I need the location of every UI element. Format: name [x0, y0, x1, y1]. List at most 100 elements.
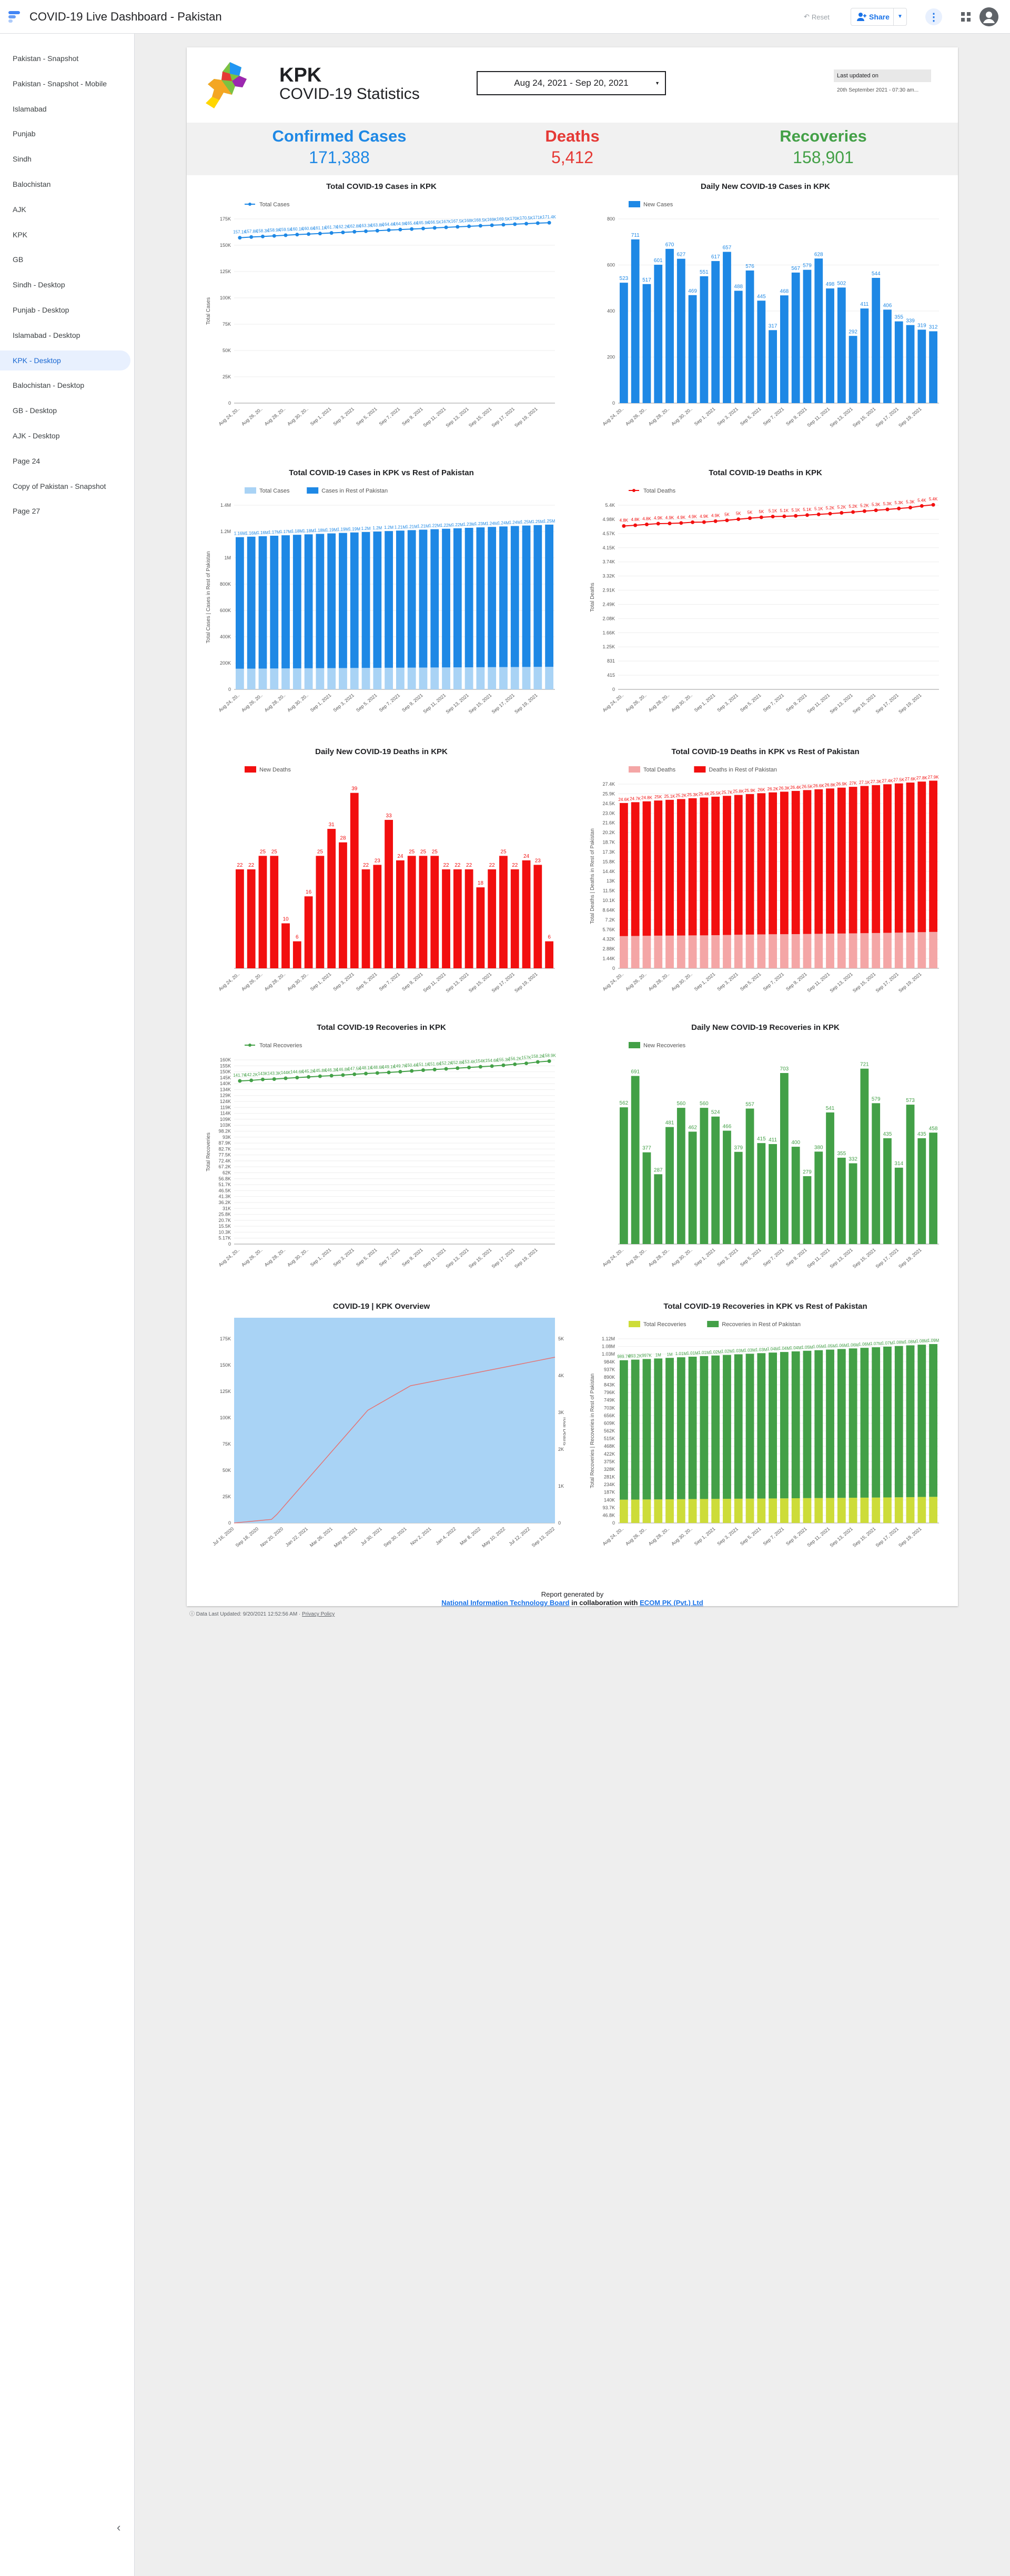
- sidebar-item[interactable]: Punjab: [13, 129, 36, 138]
- date-range-picker[interactable]: Aug 24, 2021 - Sep 20, 2021 ▼: [477, 71, 666, 95]
- bar: [361, 869, 370, 968]
- y-tick-label: 400: [607, 308, 615, 314]
- bar-segment-kpk: [654, 1499, 663, 1523]
- bar-segment-kpk: [476, 667, 485, 689]
- sidebar-item[interactable]: Pakistan - Snapshot: [13, 54, 79, 63]
- x-tick-label: Sep 5, 2021: [739, 971, 762, 992]
- sidebar-item[interactable]: Page 27: [13, 507, 41, 516]
- data-label: 1.23M: [463, 522, 475, 527]
- data-point: [352, 1072, 357, 1076]
- data-point: [862, 509, 866, 513]
- data-label: 1.21M: [395, 525, 407, 529]
- x-tick-label: Sep 19, 2021: [513, 971, 538, 994]
- bar-segment-rest: [791, 790, 800, 935]
- x-tick-label: Sep 9, 2021: [785, 693, 808, 713]
- ecom-link[interactable]: ECOM PK (Pvt.) Ltd: [640, 1599, 703, 1607]
- data-label: 25.8K: [733, 789, 744, 794]
- x-tick-label: Sep 11, 2021: [422, 1247, 447, 1269]
- sidebar-item[interactable]: KPK - Desktop: [0, 350, 130, 370]
- data-label: 5K: [759, 509, 764, 514]
- sidebar-item[interactable]: Pakistan - Snapshot - Mobile: [13, 79, 107, 88]
- sidebar-item[interactable]: AJK: [13, 205, 26, 214]
- data-label: 22: [512, 863, 518, 868]
- share-button[interactable]: Share ▼: [851, 8, 907, 26]
- bar-segment-rest: [316, 534, 325, 668]
- sidebar-item[interactable]: Islamabad - Desktop: [13, 330, 80, 339]
- sidebar-item[interactable]: Balochistan - Desktop: [13, 381, 85, 390]
- data-label: 406: [883, 303, 892, 308]
- y-tick-label: 100K: [220, 1415, 231, 1420]
- sidebar-item[interactable]: Balochistan: [13, 180, 51, 188]
- legend-label: Total Deaths: [643, 488, 676, 494]
- nitb-link[interactable]: National Information Technology Board: [441, 1599, 570, 1607]
- bar-segment-rest: [837, 1349, 846, 1498]
- y-tick-label: 75K: [223, 322, 231, 327]
- x-tick-label: Sep 15, 2021: [468, 971, 492, 994]
- x-tick-label: Sep 1, 2021: [693, 406, 716, 427]
- bar-segment-rest: [883, 1346, 892, 1498]
- data-label: 25: [317, 849, 324, 855]
- data-label: 5K: [748, 510, 753, 515]
- apps-grid-icon[interactable]: [959, 11, 972, 23]
- data-label: 1.22M: [452, 523, 464, 527]
- bar-segment-kpk: [745, 1498, 754, 1523]
- bar: [247, 869, 256, 968]
- legend-label: Total Recoveries: [643, 1321, 686, 1328]
- legend-swatch: [707, 1321, 719, 1327]
- bar: [883, 309, 892, 403]
- reset-label: Reset: [811, 13, 830, 21]
- sidebar-item[interactable]: Copy of Pakistan - Snapshot: [13, 482, 106, 490]
- account-avatar-icon[interactable]: [979, 7, 998, 26]
- sidebar-item[interactable]: Sindh: [13, 155, 32, 164]
- y-tick-label: 98.2K: [218, 1128, 231, 1134]
- bar-segment-rest: [814, 789, 823, 934]
- bar-segment-rest: [883, 784, 892, 933]
- bar-segment-kpk: [780, 1498, 789, 1523]
- sidebar-item[interactable]: KPK: [13, 230, 28, 239]
- bar-segment-kpk: [826, 1498, 834, 1523]
- data-label: 26.4K: [790, 785, 802, 790]
- sidebar-item[interactable]: AJK - Desktop: [13, 432, 60, 440]
- sidebar-item[interactable]: Page 24: [13, 456, 41, 465]
- more-options-icon[interactable]: ⋮: [925, 8, 942, 25]
- data-label: 601: [654, 258, 663, 264]
- sidebar-item[interactable]: Sindh - Desktop: [13, 280, 65, 289]
- sidebar-item[interactable]: GB - Desktop: [13, 406, 57, 415]
- data-point: [759, 515, 763, 519]
- x-tick-label: Sep 1, 2021: [693, 693, 716, 713]
- reset-button[interactable]: ↶ Reset: [799, 9, 835, 24]
- bar-segment-rest: [270, 536, 279, 669]
- data-label: 468: [780, 288, 789, 294]
- chart-recoveries-vs-rest: Total Recoveries Recoveries in Rest of Pa…: [590, 1321, 940, 1548]
- x-tick-label: Sep 13, 2021: [829, 1526, 853, 1548]
- confirmed-cases-value: 171,388: [309, 148, 370, 167]
- y-tick-label: 125K: [220, 1389, 231, 1394]
- sidebar-item[interactable]: Islamabad: [13, 104, 47, 113]
- collapse-sidebar-icon[interactable]: ‹: [117, 2521, 121, 2534]
- sidebar-item[interactable]: Punjab - Desktop: [13, 306, 69, 314]
- data-label: 993.2K: [629, 1354, 642, 1359]
- bar: [837, 1157, 846, 1244]
- data-point: [840, 511, 844, 515]
- share-dropdown-icon[interactable]: ▼: [897, 14, 903, 19]
- bar-segment-rest: [620, 803, 628, 936]
- data-label: 27.5K: [893, 778, 905, 783]
- data-label: 26.3K: [779, 786, 790, 790]
- privacy-policy-link[interactable]: Privacy Policy: [302, 1611, 335, 1617]
- data-label: 158.9K: [268, 228, 281, 233]
- data-label: 560: [676, 1101, 685, 1107]
- bar-segment-rest: [665, 799, 674, 936]
- y-tick-label: 1.03M: [602, 1351, 615, 1357]
- bar-segment-rest: [499, 526, 508, 667]
- sidebar-item[interactable]: GB: [13, 255, 24, 264]
- data-label: 27.8K: [916, 776, 928, 780]
- data-point: [284, 1076, 288, 1080]
- bar-segment-rest: [453, 528, 462, 668]
- footer-generated-by: Report generated by: [541, 1590, 604, 1598]
- bar-segment-kpk: [723, 1499, 731, 1523]
- bar: [757, 1143, 766, 1244]
- data-label: 5.1K: [780, 508, 789, 513]
- y2-tick-label: 3K: [558, 1410, 564, 1415]
- bar-segment-kpk: [676, 935, 685, 968]
- deaths-value: 5,412: [551, 148, 594, 167]
